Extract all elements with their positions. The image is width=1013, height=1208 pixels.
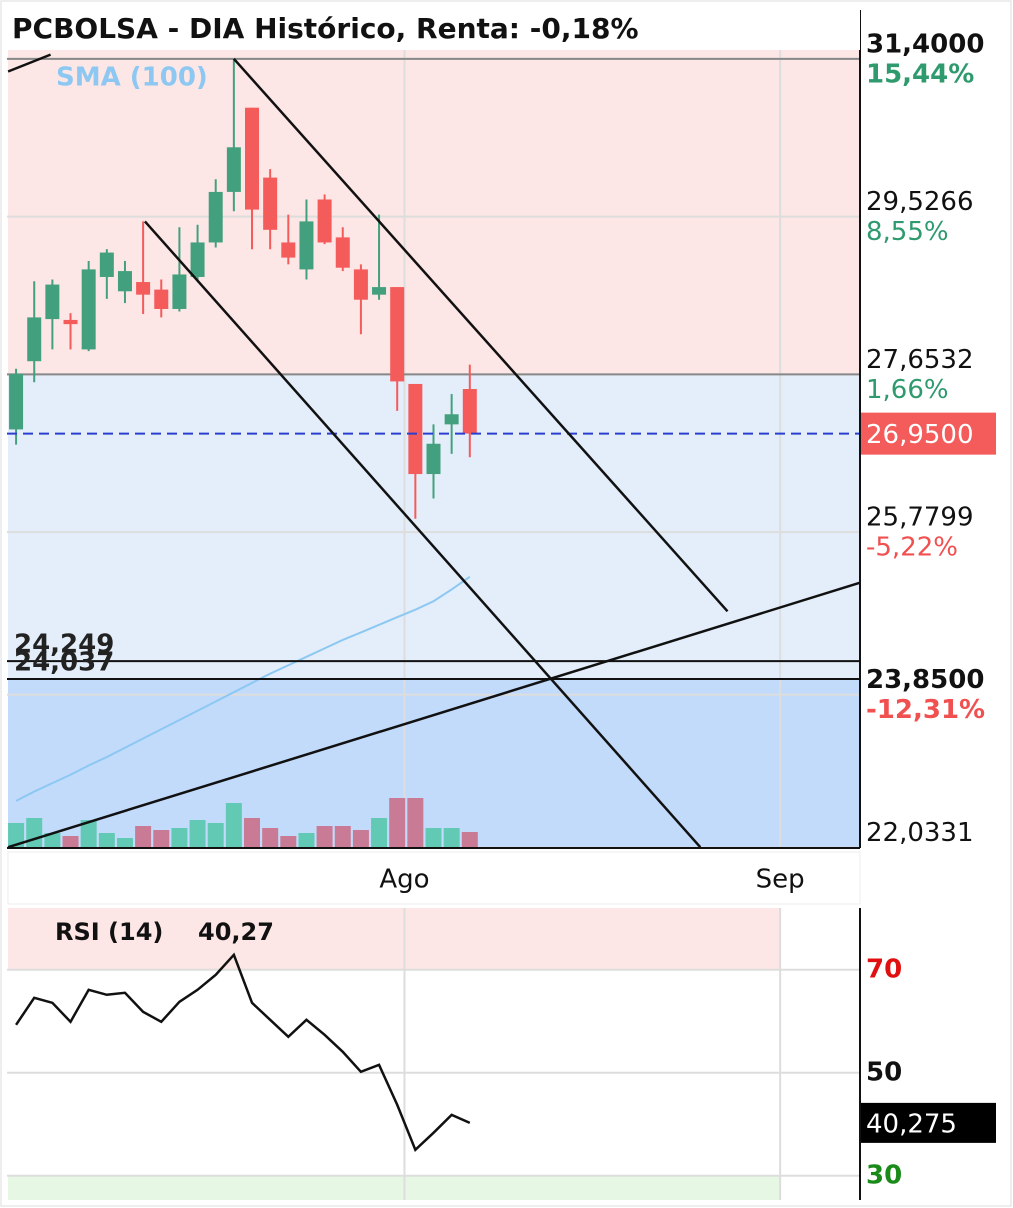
volume-bar	[244, 818, 261, 848]
volume-bar	[425, 828, 442, 848]
rsi-line	[15, 952, 471, 1152]
rsi-panel: 70 50 30 RSI (14) 40,27 40,275	[7, 908, 996, 1200]
candle-body	[190, 242, 205, 277]
zone	[8, 908, 780, 970]
y-tick-change: 8,55%	[866, 217, 949, 247]
volume-bar	[8, 823, 25, 848]
last-price-box	[860, 412, 996, 455]
level-label: 24,037	[14, 647, 114, 677]
volume-bar	[153, 830, 170, 848]
trend-line	[7, 581, 861, 849]
y-tick-label: 27,6532	[866, 345, 974, 375]
volume-bar	[352, 830, 369, 848]
volume-bar	[26, 818, 43, 848]
candle-body	[335, 237, 350, 268]
x-axis-strip	[7, 851, 861, 905]
candle-body	[208, 191, 223, 243]
last-value-label: 40,275	[866, 1109, 957, 1139]
y-tick-change: -5,22%	[866, 533, 958, 563]
sma-line	[15, 575, 471, 802]
chart-title: PCBOLSA - DIA Histórico, Renta: -0,18%	[12, 12, 639, 45]
candle-body	[281, 242, 296, 258]
candle-body	[426, 443, 441, 475]
value-label: 40,27	[198, 918, 274, 946]
volume-bar	[280, 836, 297, 848]
trend-line	[7, 53, 52, 73]
candle-body	[154, 289, 169, 309]
title-bar	[8, 10, 860, 50]
volume-bar	[389, 798, 406, 848]
level-label: 24,249	[14, 630, 114, 660]
candle-body	[81, 269, 96, 350]
zone	[8, 10, 860, 375]
candle-body	[408, 383, 423, 475]
volume-bar	[298, 833, 315, 848]
trend-line	[232, 58, 729, 613]
candle-body	[390, 287, 405, 382]
volume-bar	[316, 826, 333, 848]
candle-body	[136, 282, 151, 295]
candle-body	[263, 177, 278, 230]
volume-bar	[44, 833, 61, 848]
candle-body	[245, 107, 260, 210]
volume-bar	[371, 818, 388, 848]
y-tick-label: 25,7799	[866, 503, 974, 533]
x-tick-label: Ago	[379, 865, 429, 895]
y-tick-label: 31,4000	[866, 29, 984, 59]
candle-body	[226, 147, 241, 192]
volume-bar	[62, 836, 79, 848]
y-tick-label: 30	[866, 1160, 902, 1190]
candle-body	[172, 274, 187, 309]
candle-body	[99, 252, 114, 277]
volume-bar	[98, 833, 115, 848]
volume-bar	[262, 828, 279, 848]
candle-body	[353, 269, 368, 300]
volume-bar	[225, 803, 242, 848]
volume-bar	[443, 828, 460, 848]
x-tick-label: Sep	[756, 865, 805, 895]
candle-body	[45, 284, 60, 320]
trend-line	[143, 220, 702, 848]
volume-bar	[116, 838, 133, 848]
zone	[8, 1175, 780, 1200]
y-tick-label: 23,8500	[866, 665, 984, 695]
volume-bar	[207, 823, 224, 848]
candle-body	[27, 317, 42, 362]
candle-body	[317, 199, 332, 243]
y-tick-label: 50	[866, 1057, 902, 1087]
y-tick-label: 22,0331	[866, 818, 974, 848]
volume-bar	[189, 820, 206, 848]
candle-body	[372, 287, 387, 295]
last-price-label: 26,9500	[866, 420, 974, 450]
candle-body	[444, 414, 459, 425]
volume-bar	[80, 820, 97, 848]
candle-body	[462, 388, 477, 434]
zone	[8, 374, 860, 679]
candle-body	[117, 271, 132, 292]
volume-bar	[334, 826, 351, 848]
legend-label: RSI (14)	[55, 918, 163, 946]
sma-label: SMA (100)	[56, 63, 208, 93]
y-tick-change: 1,66%	[866, 375, 949, 405]
volume-bar	[135, 826, 152, 848]
candle-body	[9, 373, 24, 430]
volume-bar	[171, 828, 188, 848]
candle-body	[299, 221, 314, 270]
overlay: PCBOLSA - DIA Histórico, Renta: -0,18% S…	[8, 10, 860, 93]
candle-body	[63, 319, 78, 325]
zone	[8, 678, 860, 848]
volume-bar	[407, 798, 424, 848]
y-tick-change: -12,31%	[866, 695, 985, 725]
y-tick-change: 15,44%	[866, 59, 974, 89]
volume-bar	[461, 832, 478, 848]
last-value-box	[860, 1102, 996, 1143]
y-tick-label: 70	[866, 954, 902, 984]
y-tick-label: 29,5266	[866, 187, 974, 217]
